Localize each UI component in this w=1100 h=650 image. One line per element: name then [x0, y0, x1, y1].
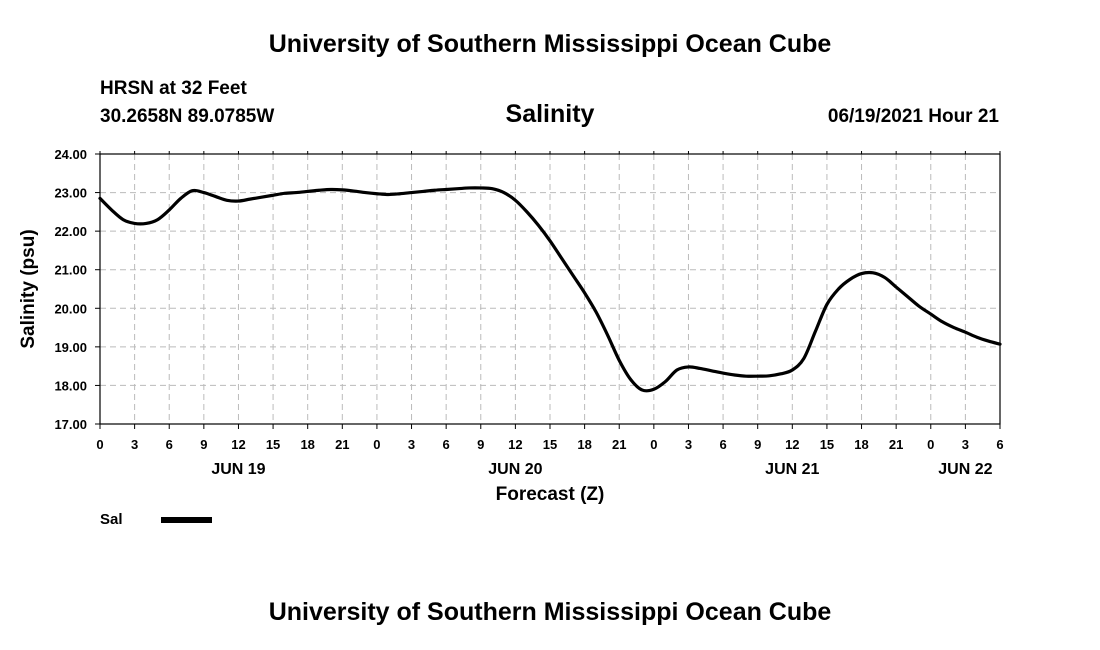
x-tick-label: 18 [300, 437, 314, 452]
x-axis-label: Forecast (Z) [496, 484, 605, 505]
forecast-datetime: 06/19/2021 Hour 21 [827, 106, 999, 127]
parameter-title: Salinity [505, 100, 595, 128]
x-tick-label: 21 [335, 437, 349, 452]
grid [100, 154, 1000, 424]
date-label: JUN 20 [488, 461, 542, 478]
y-tick-label: 19.00 [54, 340, 87, 355]
date-label: JUN 22 [938, 461, 992, 478]
x-tick-label: 9 [200, 437, 207, 452]
legend-line-swatch [161, 517, 212, 523]
chart-title-bottom: University of Southern Mississippi Ocean… [268, 598, 832, 626]
y-tick-label: 22.00 [54, 224, 87, 239]
x-tick-label: 0 [927, 437, 934, 452]
series-layer [98, 186, 1002, 393]
chart-title-top: University of Southern Mississippi Ocean… [268, 30, 832, 58]
x-tick-label: 18 [577, 437, 591, 452]
x-tick-label: 0 [96, 437, 103, 452]
y-tick-label: 21.00 [54, 263, 87, 278]
station-label: HRSN at 32 Feet [100, 78, 247, 99]
x-tick-label: 12 [231, 437, 245, 452]
x-tick-label: 18 [854, 437, 868, 452]
y-tick-label: 23.00 [54, 186, 87, 201]
date-label: JUN 19 [211, 461, 265, 478]
x-tick-label: 9 [754, 437, 761, 452]
x-tick-label: 15 [266, 437, 280, 452]
series-line-sal [98, 186, 1002, 393]
x-tick-label: 21 [889, 437, 903, 452]
x-tick-label: 3 [131, 437, 138, 452]
axis-ticks: 17.00 18.00 19.00 20.00 21.00 22.00 23.00 24.00… [54, 147, 1003, 478]
x-tick-label: 6 [996, 437, 1003, 452]
x-tick-label: 6 [443, 437, 450, 452]
x-tick-label: 15 [543, 437, 557, 452]
x-tick-label: 12 [785, 437, 799, 452]
legend-label: Sal [100, 511, 123, 528]
y-axis-label: Salinity (psu) [18, 229, 39, 348]
y-tick-label: 18.00 [54, 378, 87, 393]
x-tick-label: 6 [719, 437, 726, 452]
x-tick-label: 3 [408, 437, 415, 452]
x-tick-label: 9 [477, 437, 484, 452]
x-tick-label: 6 [166, 437, 173, 452]
x-tick-label: 3 [685, 437, 692, 452]
date-label: JUN 21 [765, 461, 819, 478]
x-tick-label: 21 [612, 437, 626, 452]
y-tick-label: 20.00 [54, 301, 87, 316]
y-tick-label: 24.00 [54, 147, 87, 162]
x-tick-label: 0 [650, 437, 657, 452]
y-tick-label: 17.00 [54, 417, 87, 432]
station-coordinates: 30.2658N 89.0785W [100, 106, 275, 127]
x-tick-label: 15 [820, 437, 834, 452]
x-tick-label: 12 [508, 437, 522, 452]
x-tick-label: 0 [373, 437, 380, 452]
x-tick-label: 3 [962, 437, 969, 452]
